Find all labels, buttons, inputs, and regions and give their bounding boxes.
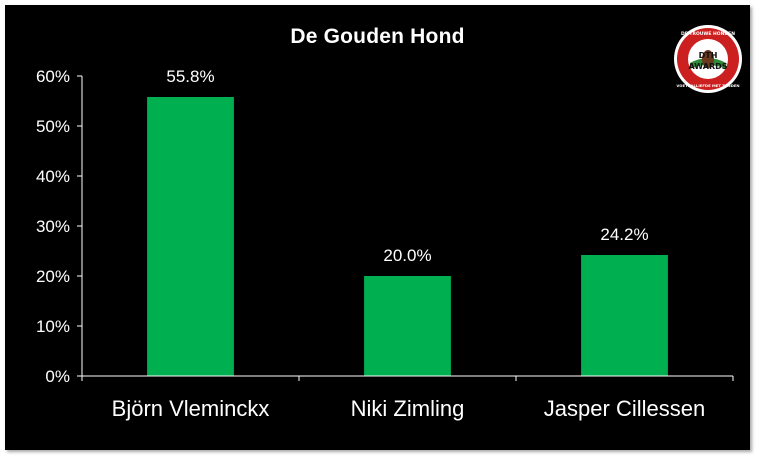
bar <box>147 97 234 376</box>
x-tick-label: Jasper Cillessen <box>544 396 705 421</box>
dth-awards-logo: DTH AWARDS DE TROUWE HONDEN VOETBALLIEFD… <box>672 23 744 95</box>
data-labels: 55.8% 20.0% 24.2% <box>166 67 648 265</box>
y-tick-label: 60% <box>36 67 70 86</box>
logo-text-mid2: AWARDS <box>688 62 727 71</box>
chart-plot: 0% 10% 20% 30% 40% 50% 60% 55.8% 20.0% 24.2% Bjö… <box>36 67 734 421</box>
logo-text-top: DE TROUWE HONDEN <box>681 31 735 37</box>
x-axis: Björn Vleminckx Niki Zimling Jasper Cilles… <box>81 375 734 421</box>
logo-text-bottom: VOETBALLIEFDE MET TANDEN <box>676 83 739 88</box>
y-tick-label: 50% <box>36 117 70 136</box>
bar <box>364 276 451 376</box>
data-label: 20.0% <box>383 246 431 265</box>
chart-title: De Gouden Hond <box>290 25 465 48</box>
logo-text-mid1: DTH <box>699 51 718 60</box>
data-label: 24.2% <box>600 225 648 244</box>
y-axis: 0% 10% 20% 30% 40% 50% 60% <box>36 67 83 386</box>
y-tick-label: 0% <box>45 367 70 386</box>
y-tick-label: 10% <box>36 317 70 336</box>
x-tick-label: Björn Vleminckx <box>112 396 270 421</box>
y-tick-label: 40% <box>36 167 70 186</box>
y-tick-label: 20% <box>36 267 70 286</box>
chart-frame: De Gouden Hond 0% 10% 20% 30% 40% 50% 60% 55.8… <box>5 5 750 450</box>
y-tick-label: 30% <box>36 217 70 236</box>
bars <box>147 97 668 376</box>
bar <box>581 255 668 376</box>
x-tick-label: Niki Zimling <box>351 396 465 421</box>
data-label: 55.8% <box>166 67 214 86</box>
